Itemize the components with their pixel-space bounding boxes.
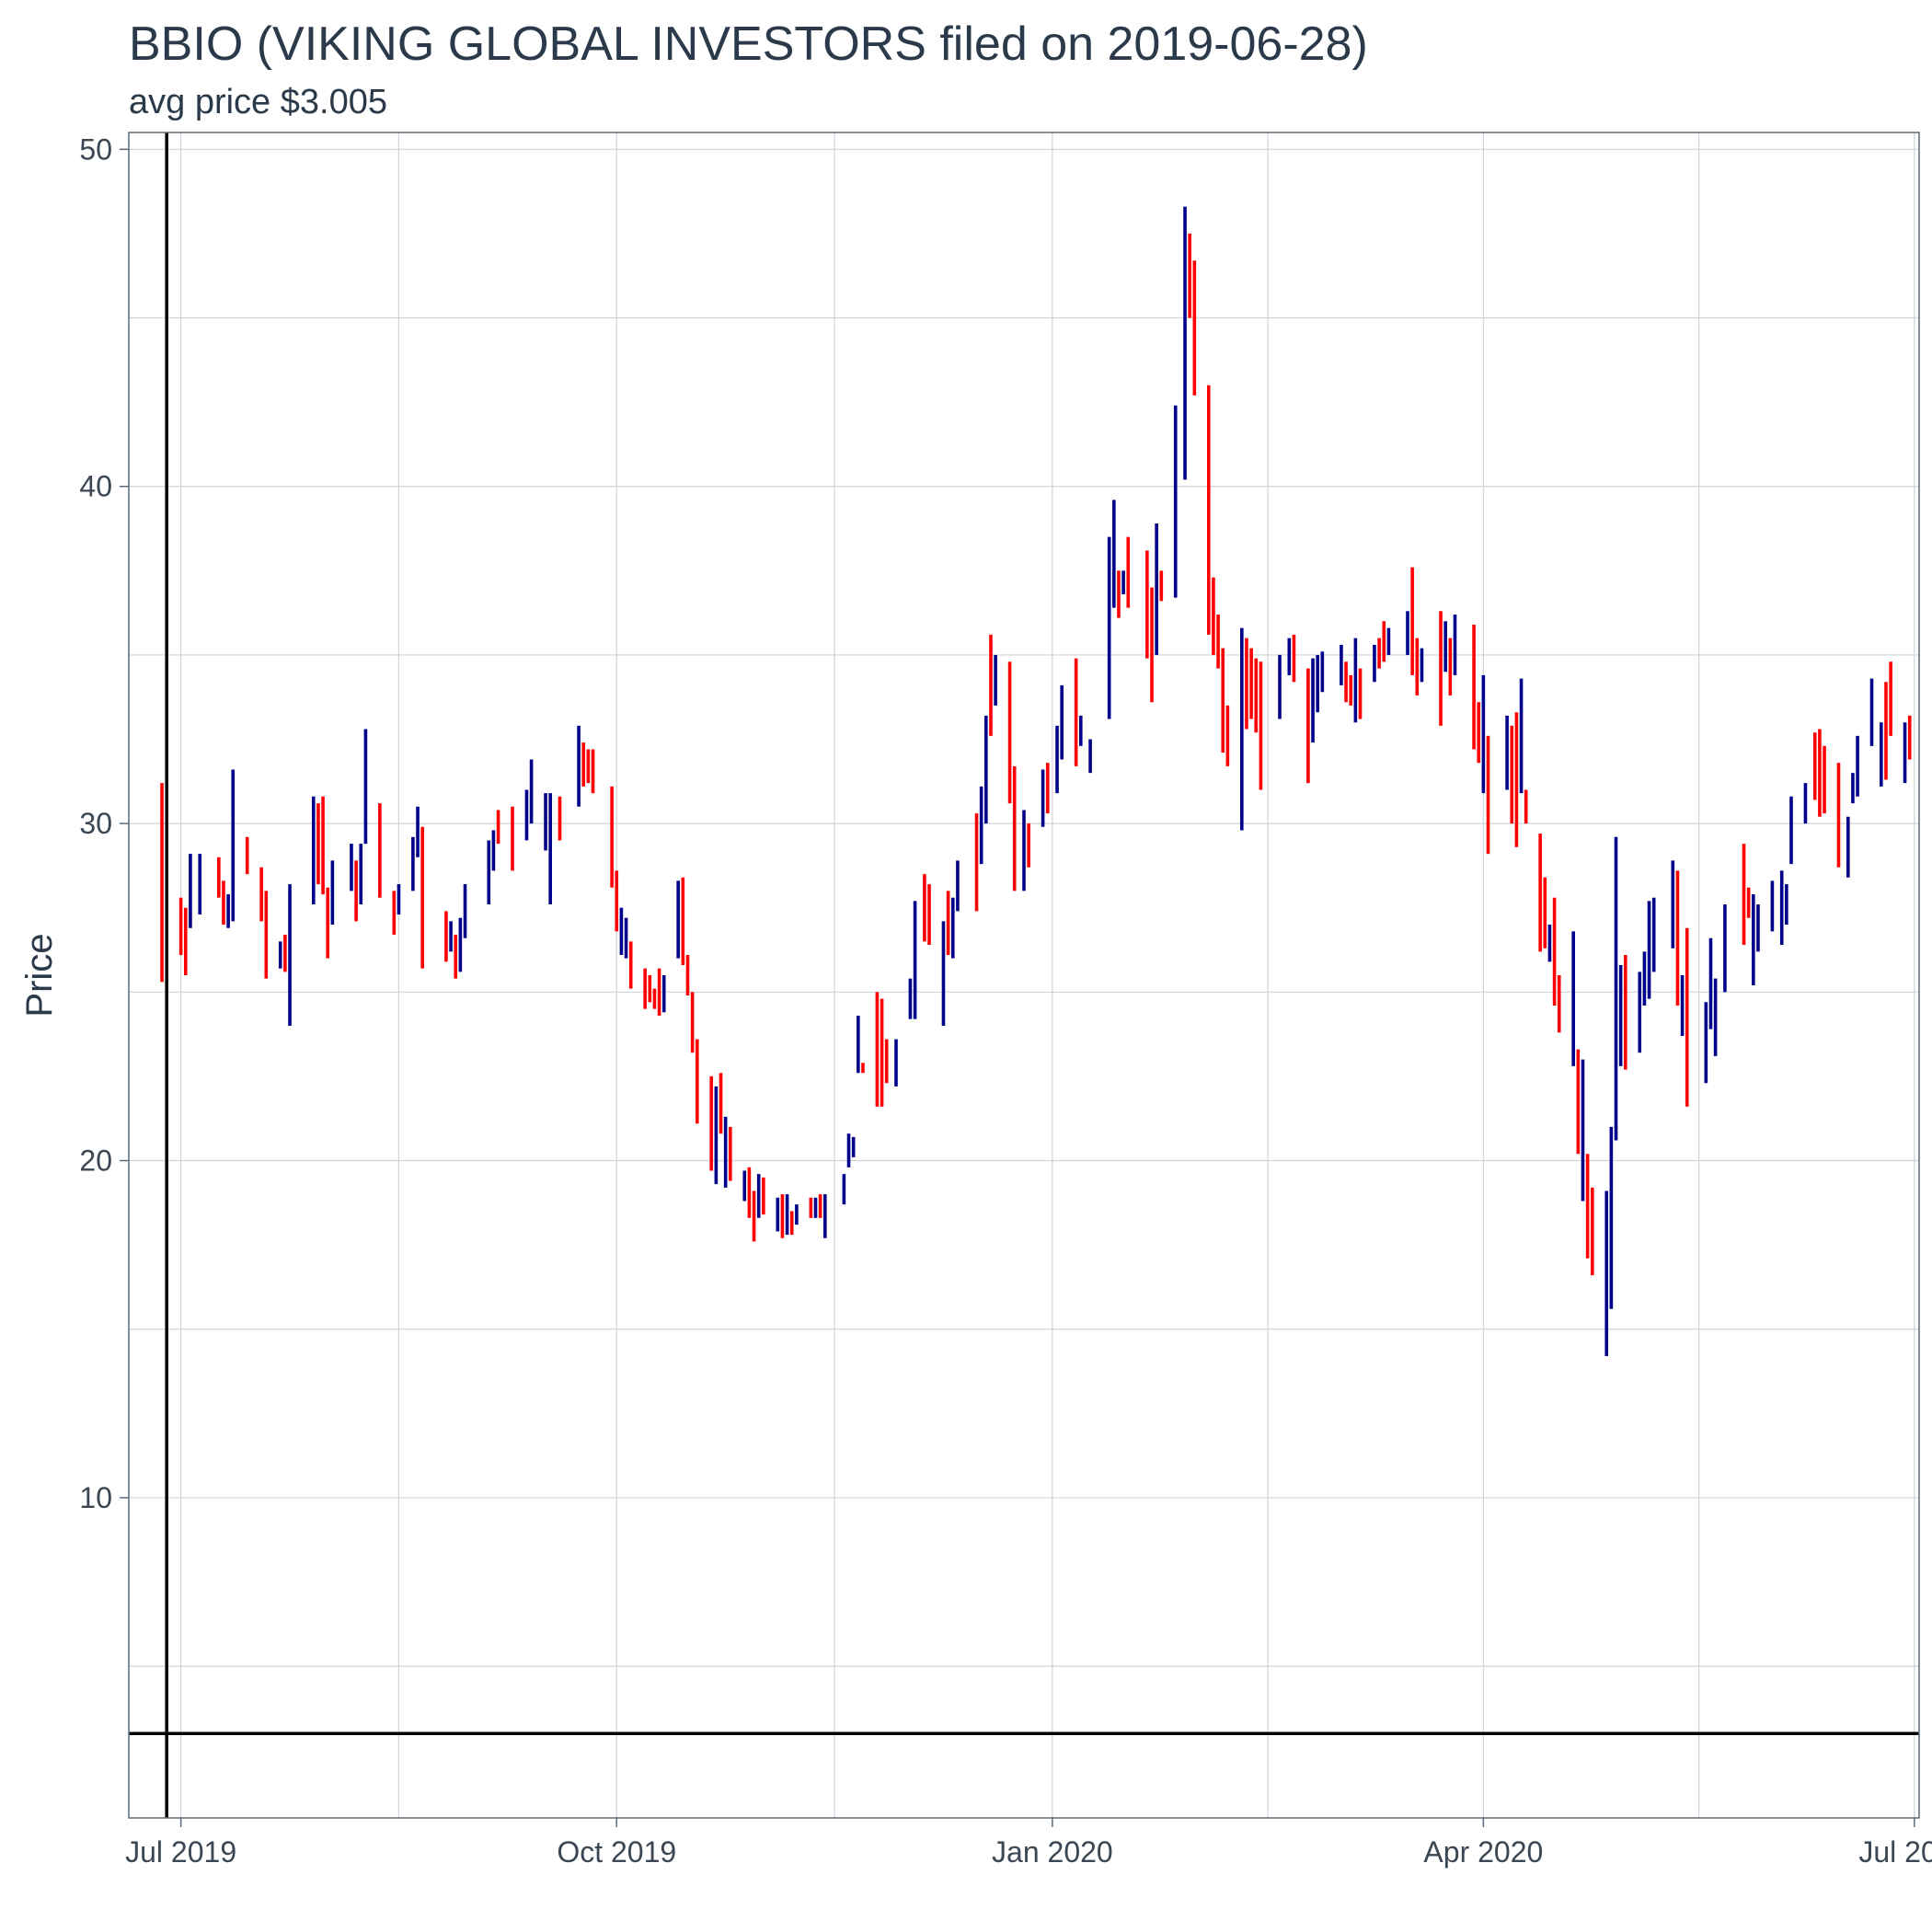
- x-tick-label: Jan 2020: [992, 1835, 1113, 1869]
- x-axis-ticks: Jul 2019 Oct 2019 Jan 2020 Apr 2020 Jul 2020: [125, 1818, 1932, 1869]
- reference-lines: [129, 132, 1919, 1818]
- plot-frame: [128, 132, 1920, 1819]
- x-tick-label: Apr 2020: [1423, 1835, 1543, 1869]
- chart-subtitle: avg price $3.005: [129, 83, 387, 121]
- y-tick-label: 50: [79, 132, 112, 166]
- ohlc-bars: [160, 206, 1912, 1357]
- x-tick-label: Jul 2020: [1858, 1835, 1932, 1869]
- y-tick-label: 10: [79, 1481, 112, 1514]
- x-tick-label: Oct 2019: [557, 1835, 676, 1869]
- chart-title: BBIO (VIKING GLOBAL INVESTORS filed on 2…: [129, 17, 1368, 71]
- y-tick-label: 40: [79, 470, 112, 503]
- x-tick-label: Jul 2019: [125, 1835, 236, 1869]
- y-axis-title: Price: [19, 933, 60, 1017]
- grid-lines: [129, 132, 1919, 1818]
- y-tick-label: 20: [79, 1144, 112, 1178]
- y-axis-ticks: 10 20 30 40 50: [79, 132, 129, 1514]
- y-tick-label: 30: [79, 807, 112, 840]
